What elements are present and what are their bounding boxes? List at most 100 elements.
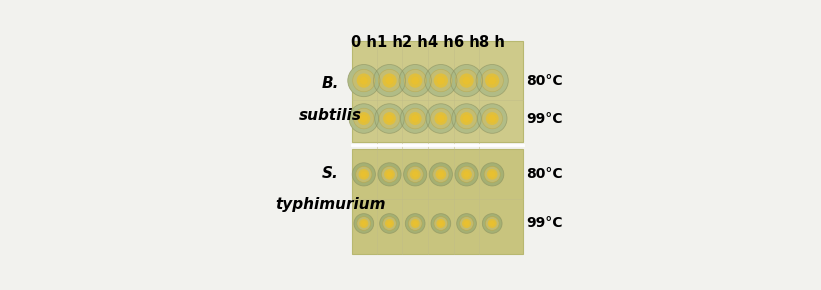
Circle shape	[349, 104, 378, 133]
Circle shape	[488, 115, 496, 123]
Circle shape	[456, 214, 476, 233]
Text: 99°C: 99°C	[526, 217, 562, 231]
Circle shape	[383, 112, 396, 125]
Circle shape	[483, 214, 502, 233]
Circle shape	[451, 64, 483, 97]
Circle shape	[404, 163, 427, 186]
Circle shape	[354, 108, 374, 129]
Text: 99°C: 99°C	[526, 112, 562, 126]
Circle shape	[436, 219, 446, 228]
Circle shape	[360, 171, 367, 178]
Circle shape	[410, 169, 420, 180]
Circle shape	[378, 163, 401, 186]
Circle shape	[433, 73, 448, 88]
Circle shape	[385, 219, 394, 228]
Circle shape	[438, 171, 444, 178]
Circle shape	[431, 214, 451, 233]
Circle shape	[411, 77, 420, 85]
Circle shape	[360, 219, 369, 228]
Text: B.: B.	[322, 77, 339, 91]
Circle shape	[482, 108, 502, 129]
Circle shape	[356, 73, 371, 88]
Circle shape	[429, 163, 452, 186]
Text: 4 h: 4 h	[428, 35, 454, 50]
Circle shape	[429, 163, 452, 186]
Bar	[352, 149, 524, 254]
Circle shape	[433, 166, 449, 182]
Circle shape	[462, 77, 470, 85]
Circle shape	[399, 64, 431, 97]
Circle shape	[460, 112, 473, 125]
Circle shape	[357, 217, 370, 230]
Circle shape	[464, 221, 470, 226]
Circle shape	[379, 108, 400, 129]
Circle shape	[354, 214, 374, 233]
Text: 0 h: 0 h	[351, 35, 377, 50]
Circle shape	[455, 163, 478, 186]
Circle shape	[401, 104, 430, 133]
Circle shape	[485, 73, 499, 88]
Circle shape	[434, 112, 447, 125]
Circle shape	[451, 64, 483, 97]
Circle shape	[386, 171, 393, 178]
Circle shape	[378, 163, 401, 186]
Circle shape	[352, 163, 375, 186]
Circle shape	[476, 64, 508, 97]
Text: 80°C: 80°C	[526, 74, 562, 88]
Circle shape	[488, 219, 497, 228]
Circle shape	[355, 166, 372, 182]
Circle shape	[410, 219, 420, 228]
Circle shape	[387, 221, 392, 226]
Circle shape	[408, 217, 422, 230]
Circle shape	[486, 112, 498, 125]
Circle shape	[406, 214, 425, 233]
Circle shape	[361, 221, 367, 226]
Text: S.: S.	[322, 166, 339, 181]
Circle shape	[434, 217, 447, 230]
Circle shape	[478, 104, 507, 133]
Circle shape	[462, 115, 470, 123]
Circle shape	[383, 73, 397, 88]
Circle shape	[412, 171, 419, 178]
Circle shape	[484, 166, 500, 182]
Circle shape	[411, 115, 420, 123]
Circle shape	[485, 217, 499, 230]
Circle shape	[426, 104, 456, 133]
Circle shape	[424, 64, 457, 97]
Circle shape	[353, 69, 375, 92]
Circle shape	[438, 221, 443, 226]
Circle shape	[349, 104, 378, 133]
Circle shape	[426, 104, 456, 133]
Circle shape	[424, 64, 457, 97]
Circle shape	[489, 221, 495, 226]
Text: 8 h: 8 h	[479, 35, 505, 50]
Circle shape	[430, 108, 451, 129]
Circle shape	[476, 64, 508, 97]
Circle shape	[406, 214, 425, 233]
Text: typhimurium: typhimurium	[275, 197, 386, 212]
Circle shape	[463, 171, 470, 178]
Circle shape	[412, 221, 418, 226]
Circle shape	[379, 214, 399, 233]
Circle shape	[455, 163, 478, 186]
Circle shape	[458, 166, 475, 182]
Circle shape	[409, 112, 422, 125]
Circle shape	[374, 104, 404, 133]
Circle shape	[429, 69, 452, 92]
Circle shape	[383, 217, 397, 230]
Circle shape	[378, 69, 401, 92]
Circle shape	[408, 73, 422, 88]
Circle shape	[460, 217, 474, 230]
Circle shape	[407, 166, 423, 182]
Circle shape	[360, 77, 368, 85]
Circle shape	[456, 214, 476, 233]
Circle shape	[382, 166, 397, 182]
Text: subtilis: subtilis	[299, 108, 362, 123]
Circle shape	[460, 73, 474, 88]
Circle shape	[462, 219, 471, 228]
Text: 2 h: 2 h	[402, 35, 428, 50]
Circle shape	[405, 108, 425, 129]
Circle shape	[461, 169, 472, 180]
Circle shape	[348, 64, 380, 97]
Circle shape	[357, 112, 370, 125]
